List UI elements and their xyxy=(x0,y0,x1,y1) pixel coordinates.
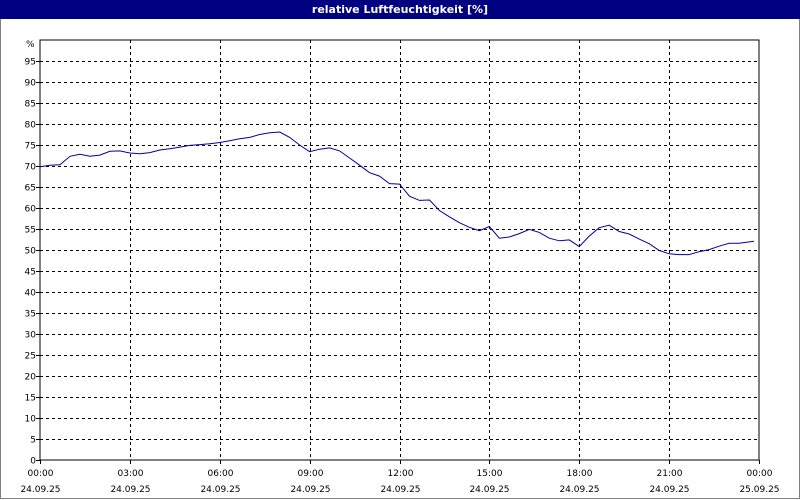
x-tick-time-label: 00:00 xyxy=(747,469,773,479)
y-tick-label: 90 xyxy=(25,79,37,89)
x-tick-time-label: 18:00 xyxy=(567,469,593,479)
grid xyxy=(40,40,759,460)
plot-area-border xyxy=(39,39,760,461)
y-tick-label: 15 xyxy=(25,394,36,404)
x-tick-date-label: 24.09.25 xyxy=(200,485,240,495)
x-tick-date-label: 24.09.25 xyxy=(649,485,689,495)
y-axis-unit-label: % xyxy=(26,40,35,50)
humidity-series-line xyxy=(39,131,755,256)
chart-title: relative Luftfeuchtigkeit [%] xyxy=(0,0,800,19)
x-tick-time-label: 00:00 xyxy=(28,469,54,479)
y-tick-label: 30 xyxy=(25,331,37,341)
x-tick-time-label: 21:00 xyxy=(657,469,683,479)
y-tick-label: 80 xyxy=(25,121,37,131)
x-tick-date-label: 24.09.25 xyxy=(380,485,420,495)
x-tick-time-label: 06:00 xyxy=(208,469,234,479)
x-tick-date-label: 24.09.25 xyxy=(20,485,60,495)
x-tick-time-label: 12:00 xyxy=(388,469,414,479)
y-tick-label: 25 xyxy=(25,352,36,362)
x-tick-date-label: 24.09.25 xyxy=(110,485,150,495)
y-tick-label: 65 xyxy=(25,184,36,194)
y-tick-label: 35 xyxy=(25,310,36,320)
y-tick-label: 60 xyxy=(25,205,37,215)
x-axis-ticks: 00:00 24.09.25 03:00 24.09.25 06:00 24.09.25 0… xyxy=(20,460,780,495)
y-tick-label: 20 xyxy=(25,373,37,383)
x-tick-date-label: 25.09.25 xyxy=(739,485,779,495)
x-tick-time-label: 15:00 xyxy=(477,469,503,479)
y-tick-label: 0 xyxy=(30,457,36,467)
y-tick-label: 95 xyxy=(25,58,36,68)
x-tick-time-label: 03:00 xyxy=(118,469,144,479)
y-tick-label: 50 xyxy=(25,247,37,257)
y-tick-label: 55 xyxy=(25,226,36,236)
x-tick-date-label: 24.09.25 xyxy=(469,485,509,495)
y-tick-label: 40 xyxy=(25,289,37,299)
x-tick-date-label: 24.09.25 xyxy=(559,485,599,495)
y-tick-label: 10 xyxy=(25,415,37,425)
x-tick-time-label: 09:00 xyxy=(298,469,324,479)
y-tick-label: 45 xyxy=(25,268,36,278)
y-tick-label: 70 xyxy=(25,163,37,173)
x-tick-date-label: 24.09.25 xyxy=(290,485,330,495)
y-tick-label: 5 xyxy=(30,436,36,446)
y-axis-ticks: 0 5 10 15 20 25 30 35 40 45 50 55 60 65 70 75 80 85 90 95 xyxy=(25,58,40,467)
y-tick-label: 85 xyxy=(25,100,36,110)
y-tick-label: 75 xyxy=(25,142,36,152)
